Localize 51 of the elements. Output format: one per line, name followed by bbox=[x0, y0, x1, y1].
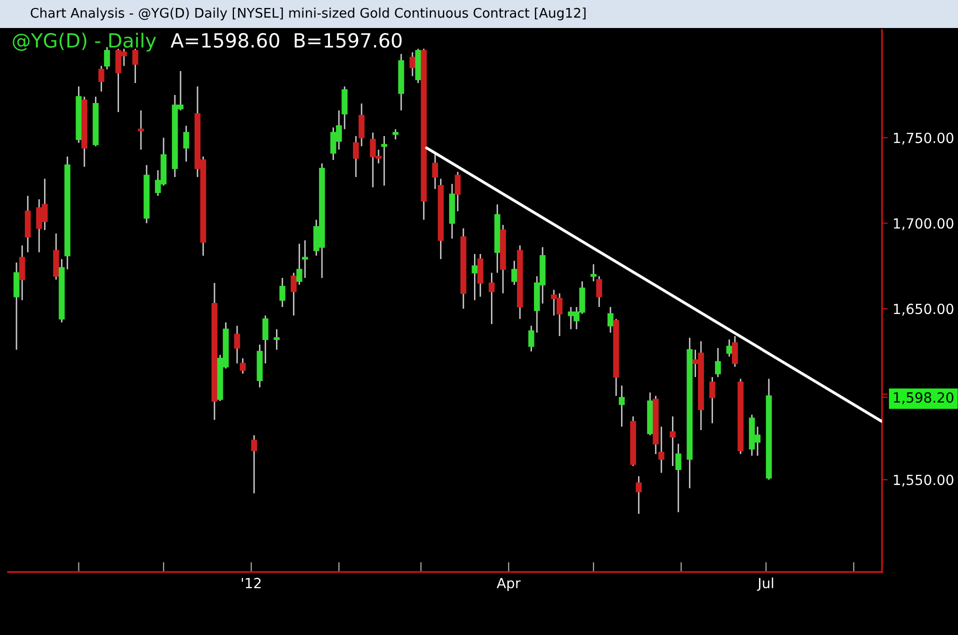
y-tick-label: 1,550.00 bbox=[894, 474, 954, 487]
candlestick bbox=[528, 325, 534, 352]
candlestick bbox=[138, 110, 144, 150]
candlestick bbox=[358, 102, 365, 147]
candlestick bbox=[14, 262, 20, 350]
candlestick bbox=[658, 426, 664, 474]
candlestick bbox=[488, 272, 495, 325]
candlestick bbox=[352, 135, 359, 178]
candlestick bbox=[675, 443, 682, 513]
candlestick bbox=[709, 376, 716, 424]
x-tick-label: '12 bbox=[242, 578, 261, 588]
chart-title: Chart Analysis - @YG(D) Daily [NYSEL] mini-sized Gold Continuous Contract [Aug12] bbox=[30, 8, 586, 20]
candlestick bbox=[262, 314, 268, 364]
candlestick bbox=[454, 171, 461, 212]
x-tick-label: Apr bbox=[496, 578, 521, 591]
candlestick bbox=[290, 272, 297, 316]
candlestick bbox=[714, 347, 721, 378]
candlestick bbox=[618, 384, 625, 428]
y-tick-label: 1,598.20 bbox=[894, 392, 954, 404]
annotation: A=1598.60 B=1597.60 bbox=[170, 33, 402, 48]
candlestick bbox=[636, 476, 642, 515]
candlestick bbox=[511, 260, 518, 286]
candlestick bbox=[432, 152, 438, 190]
candlestick bbox=[104, 46, 110, 70]
candlestick bbox=[392, 128, 398, 140]
candlestick bbox=[302, 240, 308, 279]
candlestick bbox=[342, 86, 348, 130]
y-tick-label: 1,650.00 bbox=[894, 304, 954, 316]
candlestick bbox=[477, 253, 484, 298]
candlestick bbox=[472, 253, 478, 301]
candlestick bbox=[240, 358, 246, 374]
candlestick bbox=[670, 416, 676, 467]
candlestick bbox=[183, 125, 190, 162]
candlestick bbox=[296, 243, 302, 286]
candlestick bbox=[726, 338, 732, 358]
candlestick bbox=[251, 434, 258, 494]
candlestick bbox=[590, 264, 596, 282]
candlestick bbox=[279, 277, 286, 308]
candlestick bbox=[608, 306, 614, 334]
candlestick bbox=[410, 52, 416, 77]
candlestick bbox=[234, 325, 240, 364]
y-tick-label: 1,700.00 bbox=[894, 218, 954, 230]
candlestick bbox=[732, 335, 738, 368]
candlestick bbox=[596, 276, 602, 308]
chart-subtitle: @YG(D) - Daily bbox=[12, 32, 156, 52]
candlestick bbox=[19, 244, 26, 301]
candlestick bbox=[381, 135, 388, 186]
candlestick bbox=[98, 65, 104, 92]
candlestick bbox=[274, 328, 280, 350]
x-tick-label: Jul bbox=[756, 578, 774, 591]
y-tick-label: 1,750.00 bbox=[894, 132, 954, 145]
